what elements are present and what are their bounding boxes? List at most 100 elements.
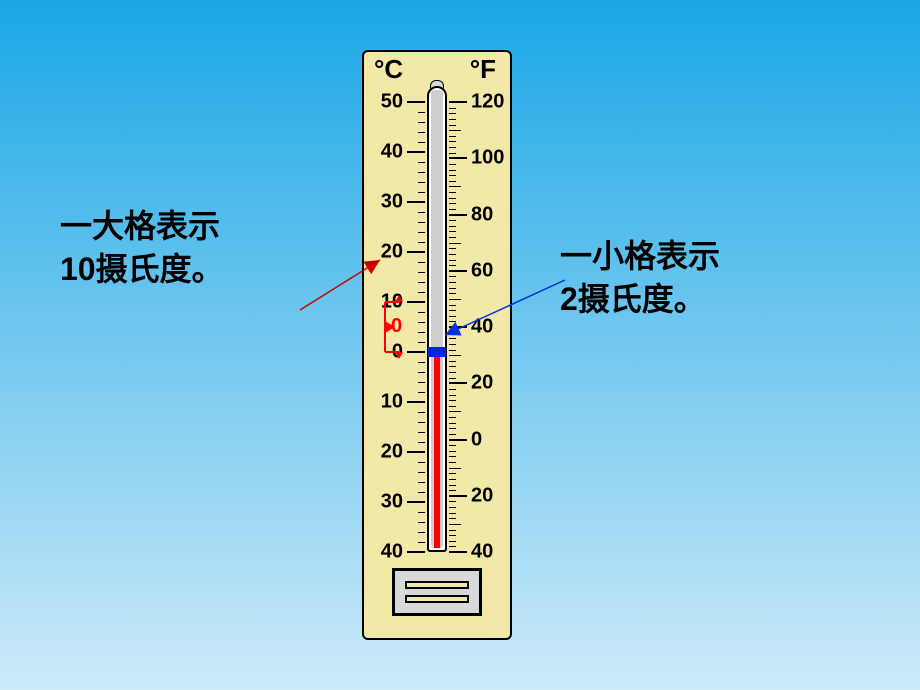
thermometer: °C °F 5040302010010203040 12010080604020… xyxy=(362,50,512,640)
unit-celsius-label: °C xyxy=(374,54,403,85)
celsius-label: 30 xyxy=(381,491,403,514)
fahrenheit-minor-tick xyxy=(449,198,456,199)
celsius-major-tick xyxy=(407,251,425,253)
fahrenheit-minor-tick xyxy=(449,276,456,277)
fahrenheit-minor-tick xyxy=(449,288,456,289)
fahrenheit-label: 40 xyxy=(471,541,493,564)
fahrenheit-minor-tick xyxy=(449,400,456,401)
fahrenheit-minor-tick xyxy=(449,490,456,491)
left-annotation-line2: 10摄氏度。 xyxy=(60,248,224,291)
celsius-minor-tick xyxy=(418,422,425,423)
fahrenheit-minor-tick xyxy=(449,164,456,165)
fahrenheit-minor-tick xyxy=(449,175,456,176)
fahrenheit-major-tick xyxy=(449,551,467,553)
fahrenheit-minor-tick xyxy=(449,366,456,367)
fahrenheit-major-tick xyxy=(449,101,467,103)
celsius-minor-tick xyxy=(418,532,425,533)
celsius-minor-tick xyxy=(418,342,425,343)
fahrenheit-minor-tick xyxy=(449,355,461,356)
celsius-label: 40 xyxy=(381,141,403,164)
major-division-bracket: 0 xyxy=(381,302,405,352)
bracket-zero-label: 0 xyxy=(391,315,402,338)
fahrenheit-minor-tick xyxy=(449,434,456,435)
fahrenheit-minor-tick xyxy=(449,170,456,171)
thermometer-body: °C °F 5040302010010203040 12010080604020… xyxy=(362,50,512,640)
celsius-major-tick xyxy=(407,351,425,353)
celsius-minor-tick xyxy=(418,392,425,393)
fahrenheit-minor-tick xyxy=(449,395,456,396)
fahrenheit-minor-tick xyxy=(449,417,456,418)
vent-slot xyxy=(405,581,470,589)
fahrenheit-minor-tick xyxy=(449,406,456,407)
fahrenheit-minor-tick xyxy=(449,473,456,474)
celsius-major-tick xyxy=(407,451,425,453)
celsius-minor-tick xyxy=(418,322,425,323)
fahrenheit-minor-tick xyxy=(449,119,456,120)
fahrenheit-minor-tick xyxy=(449,530,456,531)
left-annotation-line1: 一大格表示 xyxy=(60,205,224,248)
celsius-minor-tick xyxy=(418,172,425,173)
fahrenheit-label: 120 xyxy=(471,91,504,114)
celsius-major-tick xyxy=(407,501,425,503)
celsius-minor-tick xyxy=(418,332,425,333)
unit-fahrenheit-label: °F xyxy=(470,54,496,85)
right-annotation-line1: 一小格表示 xyxy=(560,235,720,278)
fahrenheit-minor-tick xyxy=(449,260,456,261)
fahrenheit-label: 20 xyxy=(471,484,493,507)
fahrenheit-minor-tick xyxy=(449,411,461,412)
fahrenheit-minor-tick xyxy=(449,372,456,373)
celsius-minor-tick xyxy=(418,212,425,213)
celsius-label: 20 xyxy=(381,441,403,464)
fahrenheit-minor-tick xyxy=(449,445,456,446)
celsius-major-tick xyxy=(407,101,425,103)
celsius-minor-tick xyxy=(418,512,425,513)
fahrenheit-major-tick xyxy=(449,270,467,272)
fahrenheit-minor-tick xyxy=(449,501,456,502)
celsius-label: 30 xyxy=(381,191,403,214)
celsius-minor-tick xyxy=(418,142,425,143)
fahrenheit-minor-tick xyxy=(449,513,456,514)
celsius-minor-tick xyxy=(418,412,425,413)
fahrenheit-minor-tick xyxy=(449,468,461,469)
celsius-label: 40 xyxy=(381,541,403,564)
celsius-minor-tick xyxy=(418,462,425,463)
fahrenheit-major-tick xyxy=(449,495,467,497)
fahrenheit-label: 80 xyxy=(471,203,493,226)
celsius-major-tick xyxy=(407,151,425,153)
blue-zero-marker xyxy=(428,347,446,357)
fahrenheit-minor-tick xyxy=(449,186,461,187)
fahrenheit-minor-tick xyxy=(449,451,456,452)
fahrenheit-minor-tick xyxy=(449,546,456,547)
fahrenheit-minor-tick xyxy=(449,293,456,294)
fahrenheit-minor-tick xyxy=(449,243,461,244)
fahrenheit-minor-tick xyxy=(449,456,456,457)
celsius-minor-tick xyxy=(418,372,425,373)
left-annotation: 一大格表示 10摄氏度。 xyxy=(60,205,224,291)
fahrenheit-minor-tick xyxy=(449,136,456,137)
celsius-minor-tick xyxy=(418,282,425,283)
fahrenheit-minor-tick xyxy=(449,282,456,283)
celsius-minor-tick xyxy=(418,132,425,133)
fahrenheit-label: 20 xyxy=(471,372,493,395)
celsius-minor-tick xyxy=(418,362,425,363)
fahrenheit-minor-tick xyxy=(449,248,456,249)
fahrenheit-minor-tick xyxy=(449,220,456,221)
celsius-major-tick xyxy=(407,551,425,553)
fahrenheit-major-tick xyxy=(449,157,467,159)
fahrenheit-minor-tick xyxy=(449,203,456,204)
fahrenheit-minor-tick xyxy=(449,350,456,351)
fahrenheit-minor-tick xyxy=(449,226,456,227)
fahrenheit-minor-tick xyxy=(449,423,456,424)
fahrenheit-major-tick xyxy=(449,214,467,216)
celsius-minor-tick xyxy=(418,382,425,383)
celsius-minor-tick xyxy=(418,262,425,263)
fahrenheit-major-tick xyxy=(449,439,467,441)
celsius-minor-tick xyxy=(418,182,425,183)
fahrenheit-minor-tick xyxy=(449,192,456,193)
vent-slot xyxy=(405,595,470,603)
fahrenheit-minor-tick xyxy=(449,231,456,232)
fahrenheit-label: 60 xyxy=(471,259,493,282)
fahrenheit-minor-tick xyxy=(449,507,456,508)
celsius-minor-tick xyxy=(418,272,425,273)
fahrenheit-minor-tick xyxy=(449,113,456,114)
